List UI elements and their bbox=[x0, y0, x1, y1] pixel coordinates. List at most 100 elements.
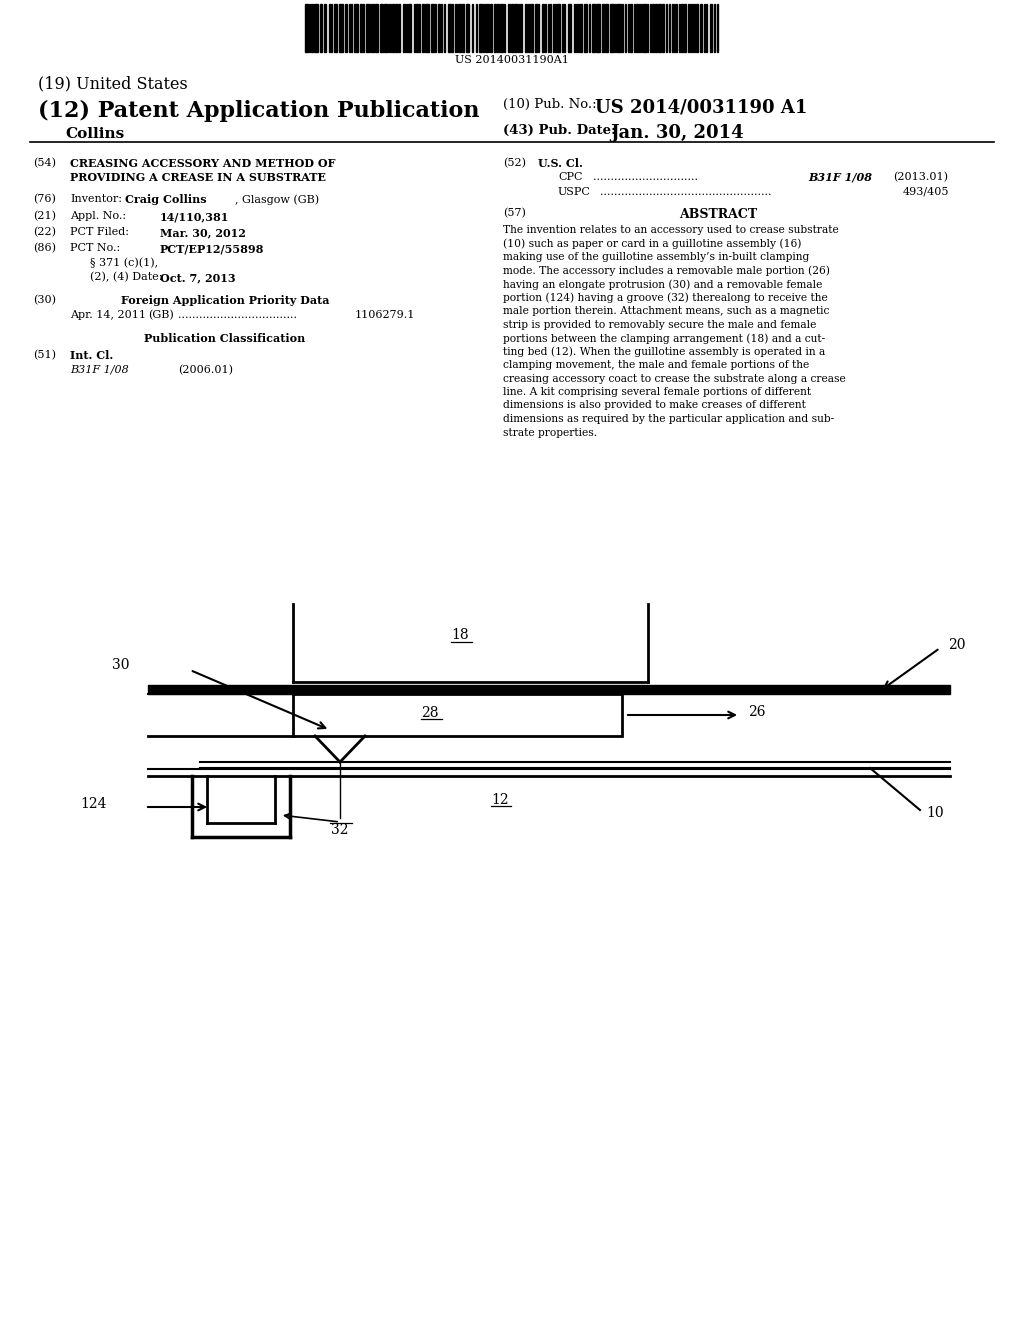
Bar bbox=[658, 4, 662, 51]
Text: ..............................: .............................. bbox=[593, 172, 698, 182]
Text: Jan. 30, 2014: Jan. 30, 2014 bbox=[610, 124, 743, 143]
Bar bbox=[293, 694, 622, 737]
Bar bbox=[311, 4, 313, 51]
Bar bbox=[710, 4, 712, 51]
Bar bbox=[511, 4, 513, 51]
Bar bbox=[392, 4, 394, 51]
Bar bbox=[372, 4, 374, 51]
Bar bbox=[636, 4, 638, 51]
Bar bbox=[466, 4, 469, 51]
Bar bbox=[416, 4, 418, 51]
Bar bbox=[449, 4, 451, 51]
Text: mode. The accessory includes a removable male portion (26): mode. The accessory includes a removable… bbox=[503, 265, 830, 276]
Text: ..................................: .................................. bbox=[178, 310, 297, 319]
Text: Int. Cl.: Int. Cl. bbox=[70, 350, 114, 360]
Text: (57): (57) bbox=[503, 209, 526, 218]
Text: (10) Pub. No.:: (10) Pub. No.: bbox=[503, 98, 597, 111]
Text: dimensions is also provided to make creases of different: dimensions is also provided to make crea… bbox=[503, 400, 806, 411]
Bar bbox=[520, 4, 522, 51]
Bar bbox=[684, 4, 686, 51]
Bar bbox=[479, 4, 482, 51]
Text: (2013.01): (2013.01) bbox=[893, 172, 948, 182]
Text: Oct. 7, 2013: Oct. 7, 2013 bbox=[160, 272, 236, 282]
Text: Publication Classification: Publication Classification bbox=[144, 333, 305, 345]
Bar bbox=[508, 4, 510, 51]
Text: Mar. 30, 2012: Mar. 30, 2012 bbox=[160, 227, 246, 238]
Text: 28: 28 bbox=[421, 706, 438, 719]
Text: .................................................: ........................................… bbox=[600, 187, 771, 197]
Text: Appl. No.:: Appl. No.: bbox=[70, 211, 126, 220]
Text: strate properties.: strate properties. bbox=[503, 428, 597, 437]
Text: (43) Pub. Date:: (43) Pub. Date: bbox=[503, 124, 616, 137]
Bar bbox=[354, 4, 358, 51]
Text: PCT/EP12/55898: PCT/EP12/55898 bbox=[160, 243, 264, 253]
Text: (22): (22) bbox=[33, 227, 56, 238]
Text: PROVIDING A CREASE IN A SUBSTRATE: PROVIDING A CREASE IN A SUBSTRATE bbox=[70, 172, 326, 183]
Text: line. A kit comprising several female portions of different: line. A kit comprising several female po… bbox=[503, 387, 811, 397]
Text: (2006.01): (2006.01) bbox=[178, 366, 233, 375]
Text: 10: 10 bbox=[926, 807, 944, 820]
Bar bbox=[295, 685, 646, 694]
Text: clamping movement, the male and female portions of the: clamping movement, the male and female p… bbox=[503, 360, 809, 370]
Text: 12: 12 bbox=[492, 793, 509, 807]
Bar bbox=[398, 4, 400, 51]
Text: B31F 1/08: B31F 1/08 bbox=[808, 172, 872, 183]
Text: Collins: Collins bbox=[65, 127, 124, 141]
Text: , Glasgow (GB): , Glasgow (GB) bbox=[234, 194, 319, 205]
Bar bbox=[500, 4, 503, 51]
Bar bbox=[630, 4, 632, 51]
Text: having an elongate protrusion (30) and a removable female: having an elongate protrusion (30) and a… bbox=[503, 279, 822, 289]
Text: male portion therein. Attachment means, such as a magnetic: male portion therein. Attachment means, … bbox=[503, 306, 829, 315]
Text: 30: 30 bbox=[112, 657, 129, 672]
Text: (30): (30) bbox=[33, 294, 56, 305]
Bar bbox=[662, 4, 664, 51]
Bar bbox=[514, 4, 517, 51]
Bar bbox=[422, 4, 424, 51]
Text: B31F 1/08: B31F 1/08 bbox=[70, 366, 129, 375]
Bar bbox=[592, 4, 595, 51]
Bar bbox=[324, 4, 326, 51]
Bar bbox=[568, 4, 571, 51]
Text: USPC: USPC bbox=[558, 187, 591, 197]
Text: 493/405: 493/405 bbox=[903, 187, 949, 197]
Text: (52): (52) bbox=[503, 158, 526, 169]
Bar bbox=[596, 4, 600, 51]
Text: (51): (51) bbox=[33, 350, 56, 360]
Text: 14/110,381: 14/110,381 bbox=[160, 211, 229, 222]
Bar bbox=[366, 4, 369, 51]
Text: Apr. 14, 2011: Apr. 14, 2011 bbox=[70, 310, 146, 319]
Bar bbox=[148, 685, 950, 694]
Text: (86): (86) bbox=[33, 243, 56, 253]
Bar bbox=[314, 4, 318, 51]
Bar bbox=[375, 4, 378, 51]
Bar bbox=[700, 4, 702, 51]
Bar bbox=[360, 4, 362, 51]
Bar bbox=[395, 4, 397, 51]
Text: (19) United States: (19) United States bbox=[38, 75, 187, 92]
Bar bbox=[681, 4, 683, 51]
Text: (12) Patent Application Publication: (12) Patent Application Publication bbox=[38, 100, 479, 121]
Bar bbox=[652, 4, 654, 51]
Bar bbox=[643, 4, 646, 51]
Bar bbox=[655, 4, 657, 51]
Bar bbox=[531, 4, 534, 51]
Text: (54): (54) bbox=[33, 158, 56, 169]
Text: Craig Collins: Craig Collins bbox=[125, 194, 207, 205]
Text: PCT No.:: PCT No.: bbox=[70, 243, 120, 253]
Text: ABSTRACT: ABSTRACT bbox=[679, 209, 757, 220]
Bar bbox=[148, 685, 950, 694]
Bar bbox=[696, 4, 698, 51]
Bar bbox=[602, 4, 604, 51]
Bar bbox=[403, 4, 406, 51]
Text: (76): (76) bbox=[33, 194, 56, 205]
Bar bbox=[345, 4, 347, 51]
Bar bbox=[425, 4, 429, 51]
Text: The invention relates to an accessory used to crease substrate: The invention relates to an accessory us… bbox=[503, 224, 839, 235]
Bar bbox=[334, 4, 337, 51]
Bar bbox=[497, 4, 499, 51]
Text: PCT Filed:: PCT Filed: bbox=[70, 227, 129, 238]
Text: portions between the clamping arrangement (18) and a cut-: portions between the clamping arrangemen… bbox=[503, 333, 825, 343]
Text: ting bed (12). When the guillotine assembly is operated in a: ting bed (12). When the guillotine assem… bbox=[503, 346, 825, 358]
Bar bbox=[431, 4, 434, 51]
Bar bbox=[542, 4, 544, 51]
